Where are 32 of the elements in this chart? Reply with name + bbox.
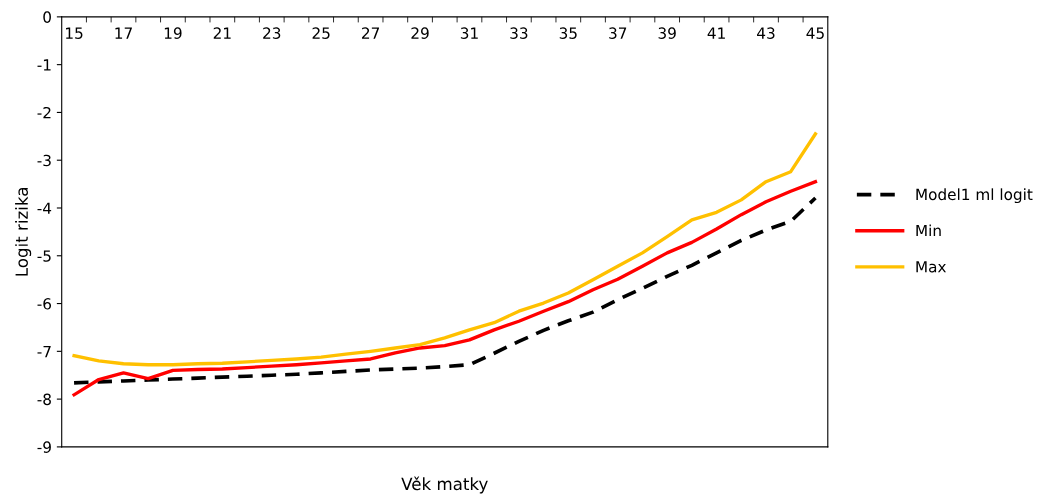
legend-label: Max bbox=[916, 261, 946, 273]
x-tick-label: 19 bbox=[164, 27, 182, 39]
x-tick-label: 41 bbox=[707, 27, 725, 39]
x-tick-label: 31 bbox=[460, 27, 478, 39]
y-tick-label: -3 bbox=[37, 154, 51, 167]
x-tick-label: 45 bbox=[806, 27, 824, 39]
y-tick-label: 0 bbox=[43, 11, 51, 23]
x-tick-label: 43 bbox=[757, 27, 775, 39]
x-tick-label: 15 bbox=[66, 27, 83, 39]
y-tick-label: -1 bbox=[37, 59, 51, 71]
x-tick-label: 21 bbox=[213, 27, 231, 39]
x-tick-label: 35 bbox=[559, 27, 577, 39]
x-tick-label: 27 bbox=[362, 27, 380, 39]
y-tick-label: -4 bbox=[37, 202, 52, 214]
y-tick-label: -6 bbox=[37, 298, 52, 310]
x-tick-label: 37 bbox=[609, 27, 627, 39]
y-tick-label: -5 bbox=[37, 250, 51, 262]
y-tick-label: -8 bbox=[37, 393, 51, 406]
legend-label: Model1 ml logit bbox=[916, 188, 1033, 204]
x-tick-label: 39 bbox=[658, 27, 676, 39]
y-tick-label: -2 bbox=[37, 106, 51, 119]
x-tick-label: 25 bbox=[312, 27, 330, 39]
y-axis-title: Logit rizika bbox=[15, 188, 32, 276]
x-tick-label: 17 bbox=[115, 27, 132, 39]
legend-label: Min bbox=[916, 224, 941, 237]
x-tick-label: 29 bbox=[411, 27, 429, 39]
y-tick-label: -9 bbox=[37, 441, 51, 453]
y-tick-label: -7 bbox=[37, 346, 51, 358]
x-axis-title: Věk matky bbox=[401, 476, 488, 494]
x-tick-label: 33 bbox=[510, 27, 528, 39]
line-series bbox=[72, 132, 818, 367]
x-tick-label: 23 bbox=[263, 27, 281, 39]
